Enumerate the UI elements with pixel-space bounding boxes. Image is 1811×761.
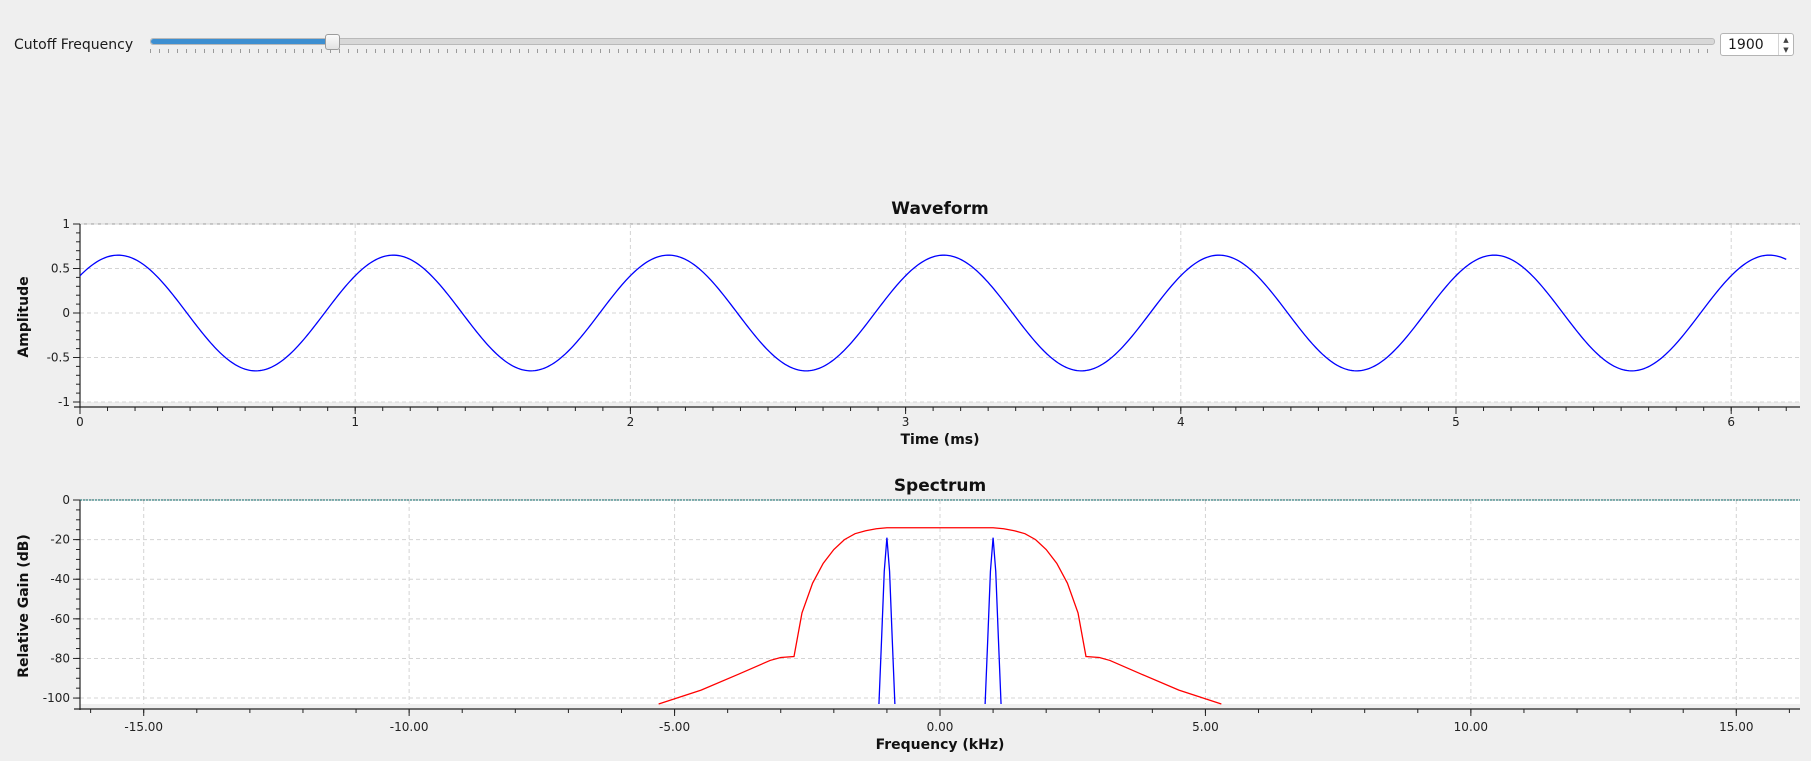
y-axis-label: Amplitude [16, 276, 32, 357]
y-tick-label: -20 [50, 533, 70, 547]
x-tick-label: 15.00 [1719, 720, 1753, 734]
y-tick-label: -100 [43, 691, 70, 705]
cutoff-frequency-label: Cutoff Frequency [14, 37, 134, 53]
x-tick-label: 1 [351, 415, 359, 429]
x-tick-label: 4 [1177, 415, 1185, 429]
chart-title: Spectrum [894, 476, 986, 496]
series-line-0 [658, 527, 1222, 705]
x-axis-label: Time (ms) [900, 432, 979, 448]
y-tick-label: -80 [50, 651, 70, 665]
cutoff-frequency-slider[interactable] [150, 34, 1715, 50]
spectrum-plot: -15.00 -10.00 -5.00 0.00 5.00 10.00 15.00 0 -20 -… [16, 476, 1800, 753]
y-tick-label: -60 [50, 612, 70, 626]
x-tick-label: 5.00 [1192, 720, 1219, 734]
x-axis-label: Frequency (kHz) [876, 737, 1005, 753]
x-tick-label: -5.00 [659, 720, 690, 734]
cutoff-frequency-spinbox[interactable]: 1900 ▲ ▼ [1720, 33, 1794, 56]
x-tick-label: -10.00 [390, 720, 429, 734]
spin-down-icon[interactable]: ▼ [1783, 46, 1789, 54]
x-tick-label: 0 [76, 415, 84, 429]
x-tick-label: 6 [1727, 415, 1735, 429]
x-tick-label: 2 [627, 415, 635, 429]
series-line-2 [984, 537, 1002, 705]
y-tick-label: 1 [62, 217, 70, 231]
series-line-1 [878, 537, 896, 705]
y-axis-label: Relative Gain (dB) [16, 534, 32, 678]
x-tick-label: -15.00 [124, 720, 163, 734]
y-tick-label: -0.5 [47, 351, 70, 365]
x-tick-label: 10.00 [1454, 720, 1488, 734]
y-tick-label: 0 [62, 306, 70, 320]
y-tick-label: 0.5 [51, 262, 70, 276]
spin-buttons: ▲ ▼ [1778, 34, 1793, 55]
series-line-0 [80, 254, 1787, 372]
y-tick-label: -1 [58, 395, 70, 409]
cutoff-frequency-control: Cutoff Frequency 1900 ▲ ▼ [0, 30, 1811, 60]
y-tick-label: -40 [50, 572, 70, 586]
waveform-plot: 0 1 2 3 4 5 6 1 0.5 0 -0.5 -1 Waveform Time (ms) Ampli… [16, 199, 1800, 448]
slider-tick-marks [150, 49, 1713, 53]
x-tick-label: 5 [1452, 415, 1460, 429]
plot-canvas [80, 224, 1800, 402]
x-tick-label: 3 [902, 415, 910, 429]
y-tick-label: 0 [62, 493, 70, 507]
cutoff-frequency-value[interactable]: 1900 [1728, 37, 1764, 53]
chart-title: Waveform [891, 199, 988, 219]
spin-up-icon[interactable]: ▲ [1783, 36, 1789, 44]
slider-fill [151, 39, 333, 44]
x-tick-label: 0.00 [927, 720, 954, 734]
